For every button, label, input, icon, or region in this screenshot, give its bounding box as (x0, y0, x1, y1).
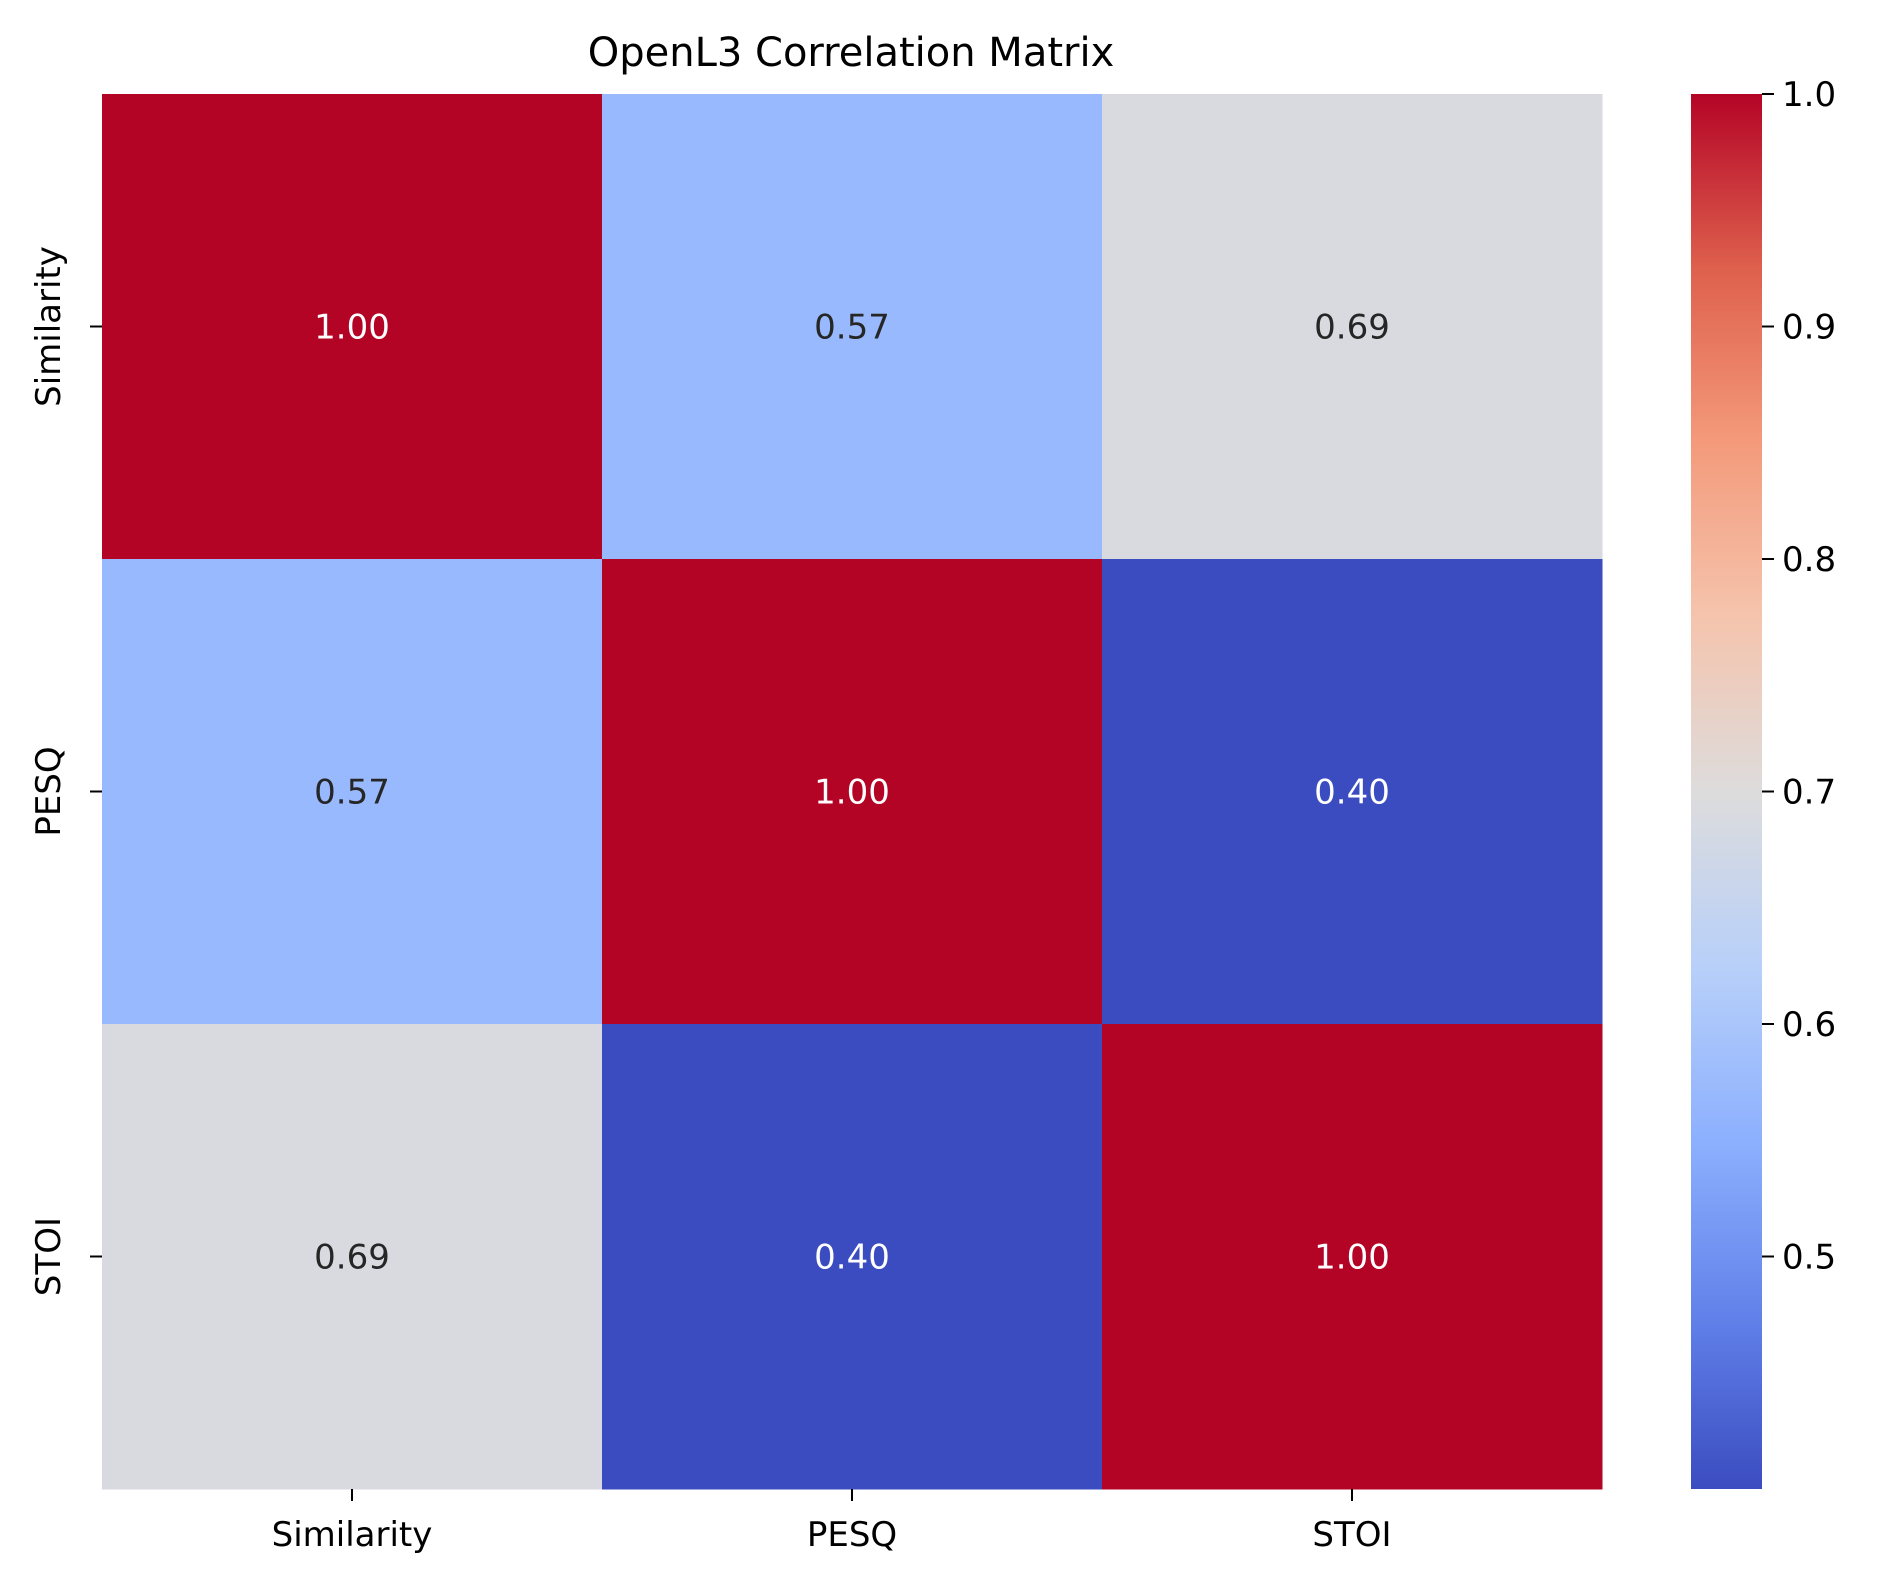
colorbar-gradient (1691, 94, 1762, 1489)
cell-value-label: 0.57 (814, 308, 890, 348)
x-tick-label-pesq: PESQ (807, 1515, 897, 1555)
heatmap-cell-pesq-similarity (102, 559, 603, 1025)
cell-value-label: 0.40 (814, 1238, 890, 1278)
colorbar-tick-label: 0.7 (1782, 773, 1836, 813)
chart-title: OpenL3 Correlation Matrix (588, 30, 1115, 76)
cell-value-label: 0.69 (1314, 308, 1390, 348)
cell-value-label: 1.00 (314, 308, 390, 348)
x-axis: Similarity PESQ STOI (272, 1489, 1392, 1555)
heatmap-cell-stoi-stoi (1102, 1024, 1603, 1490)
heatmap-cell-similarity-pesq (602, 94, 1103, 560)
cell-value-label: 0.40 (1314, 773, 1390, 813)
heatmap-cell-stoi-similarity (102, 1024, 603, 1490)
heatmap-cells: 1.00 0.57 0.69 0.57 1.00 0.40 0.69 0.40 1.00 (102, 94, 1603, 1490)
cell-value-label: 0.57 (314, 773, 390, 813)
heatmap-cell-stoi-pesq (602, 1024, 1103, 1490)
colorbar: 0.5 0.6 0.7 0.8 0.9 1.0 (1691, 75, 1836, 1489)
colorbar-tick-label: 0.8 (1782, 540, 1836, 580)
colorbar-tick-label: 0.6 (1782, 1005, 1836, 1045)
heatmap-cell-pesq-stoi (1102, 559, 1603, 1025)
y-tick-label-similarity: Similarity (29, 246, 69, 407)
x-tick-label-stoi: STOI (1312, 1515, 1391, 1555)
y-tick-label-pesq: PESQ (29, 746, 69, 836)
x-tick-label-similarity: Similarity (272, 1515, 433, 1555)
colorbar-tick-label: 1.0 (1782, 75, 1836, 115)
colorbar-tick-label: 0.5 (1782, 1238, 1836, 1278)
cell-value-label: 1.00 (814, 773, 890, 813)
cell-value-label: 1.00 (1314, 1238, 1390, 1278)
y-tick-label-stoi: STOI (29, 1217, 69, 1296)
heatmap-cell-similarity-similarity (102, 94, 603, 560)
heatmap-cell-similarity-stoi (1102, 94, 1603, 560)
heatmap-cell-pesq-pesq (602, 559, 1103, 1025)
colorbar-tick-label: 0.9 (1782, 308, 1836, 348)
y-axis: Similarity PESQ STOI (29, 246, 102, 1296)
cell-value-label: 0.69 (314, 1238, 390, 1278)
